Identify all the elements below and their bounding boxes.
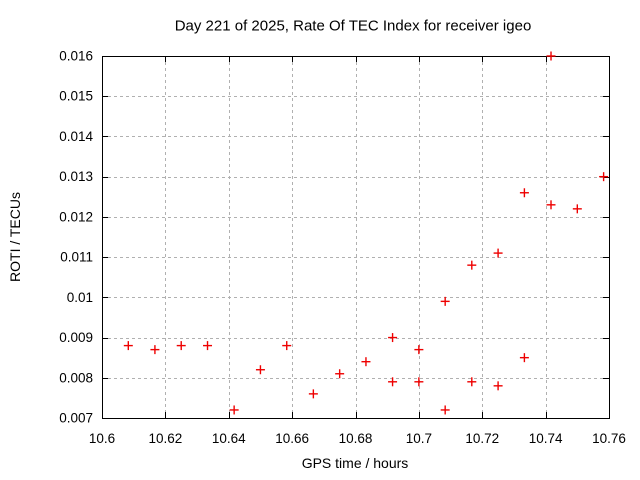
x-tick-label: 10.62 <box>148 431 182 446</box>
y-tick-label: 0.01 <box>67 290 93 305</box>
y-tick-label: 0.007 <box>59 411 93 426</box>
data-point-marker <box>335 369 345 379</box>
x-tick-label: 10.74 <box>529 431 563 446</box>
x-axis-label: GPS time / hours <box>301 455 409 471</box>
x-tick-label: 10.7 <box>406 431 432 446</box>
data-point-marker <box>388 333 398 343</box>
x-tick-label: 10.64 <box>212 431 246 446</box>
data-point-marker <box>150 345 160 355</box>
data-point-marker <box>546 200 556 210</box>
data-point-marker <box>176 341 186 351</box>
data-point-marker <box>467 377 477 387</box>
data-point-marker <box>203 341 213 351</box>
data-point-marker <box>123 341 133 351</box>
data-point-marker <box>546 51 556 61</box>
x-tick-label: 10.76 <box>592 431 626 446</box>
data-point-marker <box>255 365 265 375</box>
data-point-marker <box>572 204 582 214</box>
data-point-marker <box>361 357 371 367</box>
y-tick-label: 0.014 <box>59 129 93 144</box>
y-tick-label: 0.013 <box>59 169 93 184</box>
y-tick-label: 0.008 <box>59 370 93 385</box>
x-tick-label: 10.68 <box>339 431 373 446</box>
y-tick-label: 0.009 <box>59 330 93 345</box>
x-tick-label: 10.72 <box>465 431 499 446</box>
data-point-marker <box>440 296 450 306</box>
y-tick-label: 0.012 <box>59 209 93 224</box>
data-point-marker <box>308 389 318 399</box>
data-point-marker <box>493 381 503 391</box>
data-point-marker <box>493 248 503 258</box>
data-point-marker <box>519 188 529 198</box>
data-point-marker <box>467 260 477 270</box>
y-tick-label: 0.016 <box>59 49 93 64</box>
y-tick-label: 0.011 <box>60 250 93 265</box>
data-point-marker <box>440 405 450 415</box>
data-point-marker <box>388 377 398 387</box>
data-point-marker <box>414 377 424 387</box>
x-tick-label: 10.66 <box>275 431 309 446</box>
x-tick-label: 10.6 <box>89 431 115 446</box>
y-axis-label: ROTI / TECUs <box>7 192 23 282</box>
data-point-marker <box>229 405 239 415</box>
chart-title: Day 221 of 2025, Rate Of TEC Index for r… <box>174 17 532 35</box>
data-point-marker <box>414 345 424 355</box>
data-point-marker <box>282 341 292 351</box>
data-point-marker <box>599 172 609 182</box>
data-point-marker <box>519 353 529 363</box>
y-tick-label: 0.015 <box>59 89 93 104</box>
